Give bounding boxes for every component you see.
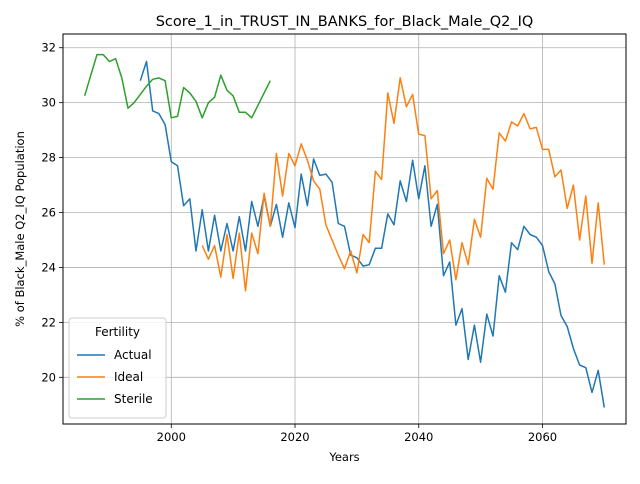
chart-title: Score_1_in_TRUST_IN_BANKS_for_Black_Male… [156, 14, 534, 30]
y-tick-label: 20 [41, 370, 56, 384]
legend-label: Ideal [114, 370, 143, 384]
legend-entries: Actual Ideal Sterile [77, 348, 153, 406]
legend-label: Sterile [114, 392, 153, 406]
y-tick-label: 32 [41, 41, 56, 55]
legend-label: Actual [114, 348, 152, 362]
series-line-ideal [201, 77, 606, 292]
x-axis-label: Years [328, 450, 359, 464]
series-line-actual [139, 60, 606, 408]
gridlines [63, 34, 626, 424]
y-tick-label: 24 [41, 260, 56, 274]
legend-title: Fertility [95, 325, 140, 339]
x-tick-label: 2020 [280, 430, 309, 444]
y-tick-label: 30 [41, 96, 56, 110]
y-tick-label: 26 [41, 206, 56, 220]
y-axis-label: % of Black_Male Q2_IQ Population [13, 131, 27, 327]
y-tick-label: 28 [41, 151, 56, 165]
legend-box [68, 317, 167, 419]
x-tick-label: 2040 [404, 430, 433, 444]
x-tick-label: 2000 [157, 430, 186, 444]
legend: Fertility Actual Ideal Sterile [68, 317, 167, 419]
plot-frame [62, 33, 627, 425]
y-tick-label: 22 [41, 315, 56, 329]
series-line-sterile [83, 53, 271, 119]
axis-ticks: 2000 2020 2040 2060 20 22 24 26 28 30 32 [41, 41, 557, 444]
x-tick-label: 2060 [528, 430, 557, 444]
series-lines [83, 53, 606, 408]
